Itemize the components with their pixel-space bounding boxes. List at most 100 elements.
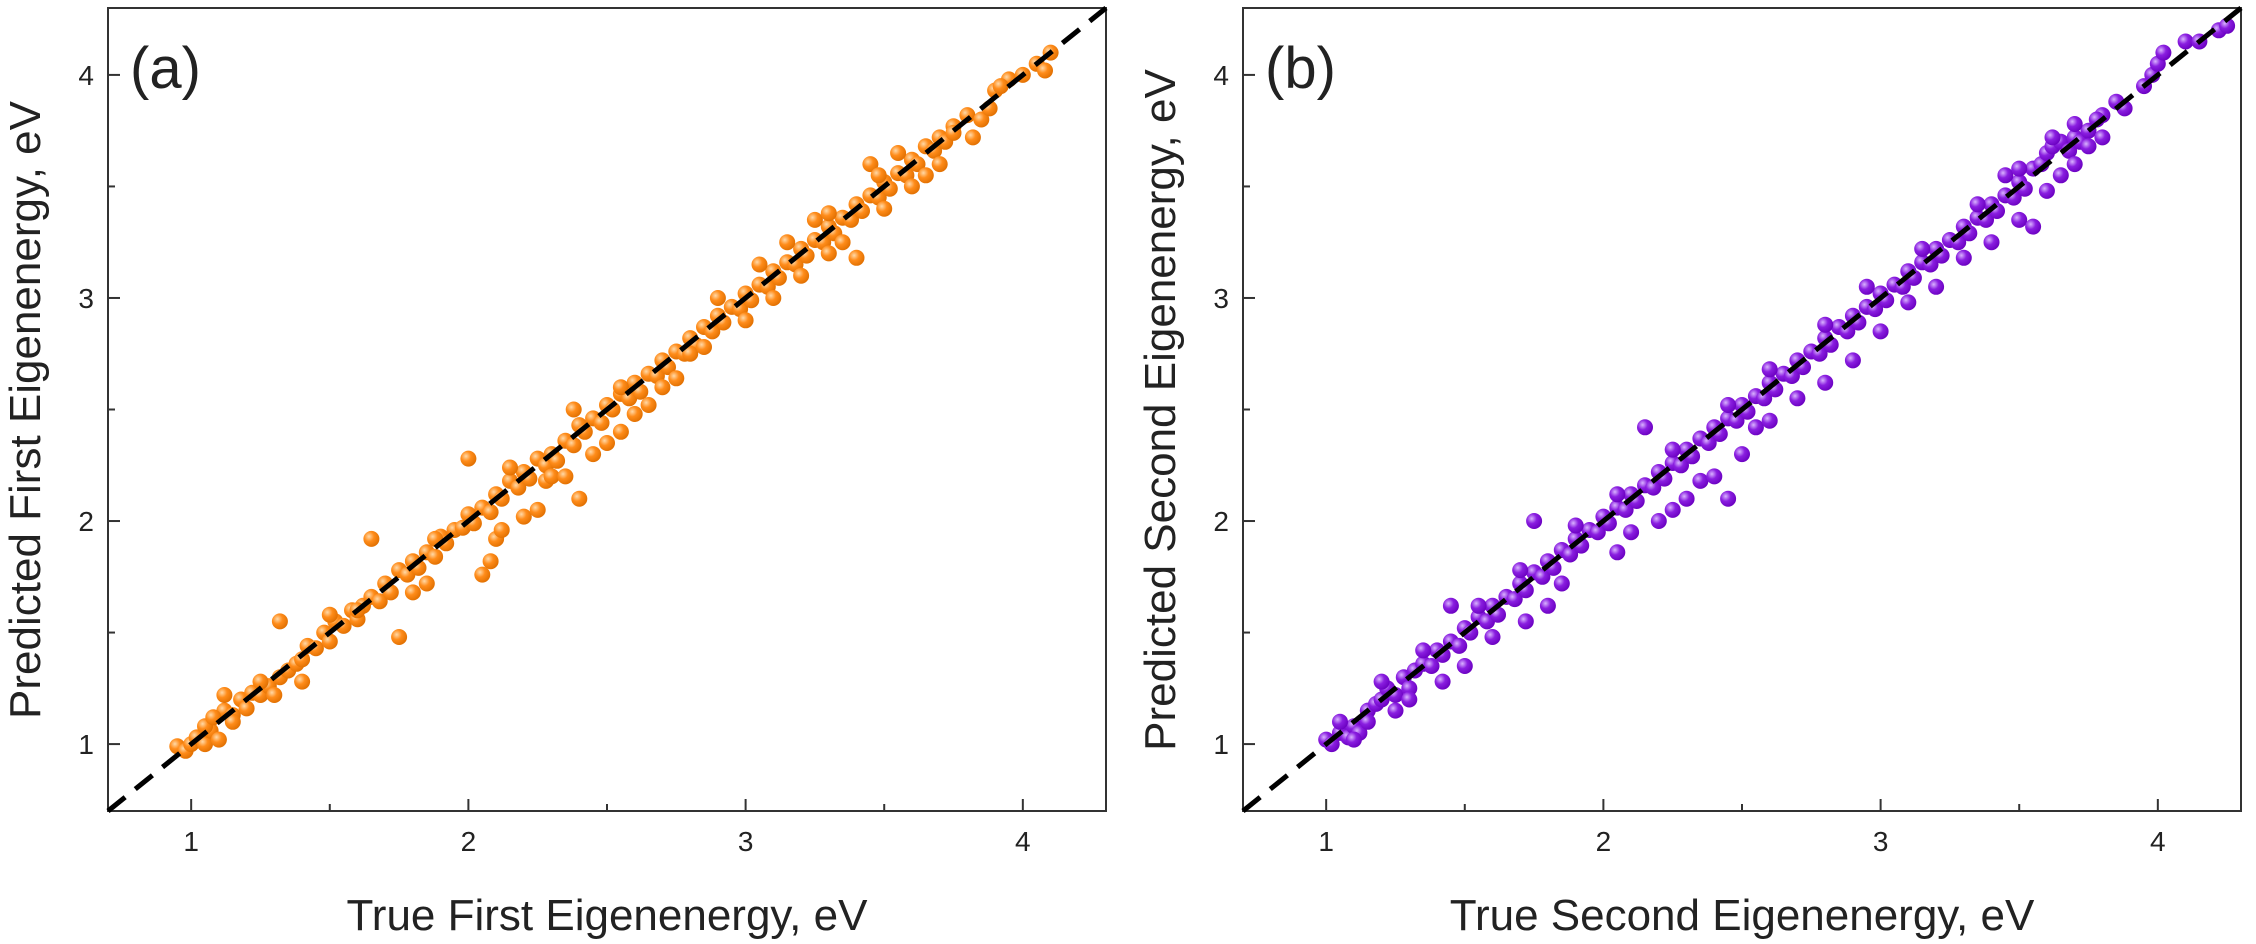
data-point bbox=[1789, 390, 1806, 407]
data-point bbox=[2094, 129, 2111, 146]
data-point bbox=[1858, 278, 1875, 295]
data-point bbox=[964, 129, 981, 146]
data-point bbox=[1415, 642, 1432, 659]
x-tick-label: 2 bbox=[461, 826, 477, 857]
data-point bbox=[599, 435, 615, 451]
data-point bbox=[1623, 524, 1640, 541]
data-point bbox=[1637, 419, 1653, 436]
data-point bbox=[1692, 472, 1709, 489]
data-point bbox=[1562, 546, 1579, 563]
data-point bbox=[1783, 368, 1800, 384]
data-point bbox=[2177, 33, 2194, 50]
data-point bbox=[585, 446, 602, 463]
data-point bbox=[2011, 160, 2028, 177]
data-point bbox=[1645, 479, 1662, 496]
data-point bbox=[266, 687, 283, 703]
data-point bbox=[2025, 218, 2042, 235]
data-point bbox=[682, 345, 699, 362]
data-point bbox=[2066, 156, 2083, 173]
data-point bbox=[876, 200, 893, 217]
data-point bbox=[404, 584, 421, 601]
data-point bbox=[1678, 490, 1695, 507]
data-point bbox=[1650, 513, 1667, 529]
data-point bbox=[1817, 316, 1834, 333]
panel-label-a: (a) bbox=[130, 36, 201, 101]
data-point bbox=[1997, 167, 2014, 184]
data-point bbox=[418, 575, 435, 592]
y-tick-label: 4 bbox=[1213, 60, 1229, 91]
data-point bbox=[779, 234, 796, 251]
data-point bbox=[1872, 323, 1889, 340]
data-point bbox=[224, 713, 241, 730]
data-point bbox=[1617, 501, 1634, 518]
data-point bbox=[793, 267, 810, 284]
data-point bbox=[820, 205, 837, 222]
x-tick-label: 4 bbox=[1015, 826, 1031, 857]
data-point bbox=[529, 501, 546, 518]
data-point bbox=[612, 423, 629, 440]
data-point bbox=[612, 379, 629, 396]
y-tick-label: 3 bbox=[1213, 283, 1229, 314]
data-point bbox=[1553, 575, 1570, 592]
data-point bbox=[2080, 138, 2097, 155]
data-point bbox=[751, 256, 768, 273]
data-point bbox=[565, 401, 582, 418]
data-point bbox=[493, 522, 510, 538]
data-point bbox=[427, 548, 444, 565]
data-point bbox=[992, 78, 1009, 95]
data-point bbox=[1928, 278, 1945, 295]
data-point bbox=[1526, 513, 1543, 529]
data-point bbox=[474, 566, 491, 583]
data-point bbox=[2038, 182, 2055, 199]
data-point bbox=[238, 700, 255, 717]
data-point bbox=[1423, 658, 1440, 674]
data-point bbox=[709, 290, 726, 306]
data-point bbox=[890, 145, 907, 161]
data-point bbox=[2011, 211, 2028, 228]
x-tick-label: 1 bbox=[1318, 826, 1334, 857]
data-point bbox=[1609, 544, 1626, 561]
data-point bbox=[2052, 167, 2069, 184]
data-point bbox=[2044, 129, 2061, 146]
data-point bbox=[1484, 629, 1501, 645]
data-point bbox=[1844, 352, 1861, 369]
data-point bbox=[1817, 374, 1834, 391]
data-point bbox=[482, 504, 499, 521]
y-tick-label: 1 bbox=[1213, 729, 1229, 760]
y-tick-label: 3 bbox=[78, 283, 94, 314]
y-tick-label: 1 bbox=[78, 729, 94, 760]
data-point bbox=[1456, 658, 1473, 674]
data-point bbox=[1900, 294, 1917, 311]
data-point bbox=[363, 530, 380, 547]
data-point bbox=[870, 167, 887, 184]
data-point bbox=[1756, 390, 1773, 407]
x-tick-label: 2 bbox=[1596, 826, 1612, 857]
scatter-points-b bbox=[1241, 6, 2243, 813]
data-point bbox=[1470, 597, 1487, 614]
data-point bbox=[571, 490, 588, 507]
data-point bbox=[1534, 568, 1551, 585]
data-point bbox=[1359, 713, 1376, 730]
data-point bbox=[482, 553, 499, 570]
data-point bbox=[834, 234, 851, 251]
data-point bbox=[1451, 637, 1468, 654]
data-point bbox=[1539, 597, 1556, 614]
x-tick-label: 1 bbox=[183, 826, 199, 857]
data-point bbox=[1761, 361, 1778, 378]
data-point bbox=[1983, 234, 2000, 251]
x-axis-title-a: True First Eigenenergy, eV bbox=[347, 891, 869, 940]
data-point bbox=[1673, 457, 1689, 474]
data-point bbox=[737, 312, 754, 329]
reference-line bbox=[1241, 6, 2243, 813]
data-point bbox=[765, 290, 782, 306]
data-point bbox=[1914, 240, 1931, 257]
data-point bbox=[931, 156, 948, 173]
y-tick-label: 2 bbox=[1213, 506, 1229, 537]
data-point bbox=[510, 479, 527, 496]
data-point bbox=[1969, 196, 1986, 213]
data-point bbox=[371, 593, 388, 610]
data-point bbox=[593, 414, 610, 431]
data-point bbox=[197, 736, 213, 753]
data-point bbox=[1589, 524, 1606, 541]
data-point bbox=[1728, 412, 1745, 429]
